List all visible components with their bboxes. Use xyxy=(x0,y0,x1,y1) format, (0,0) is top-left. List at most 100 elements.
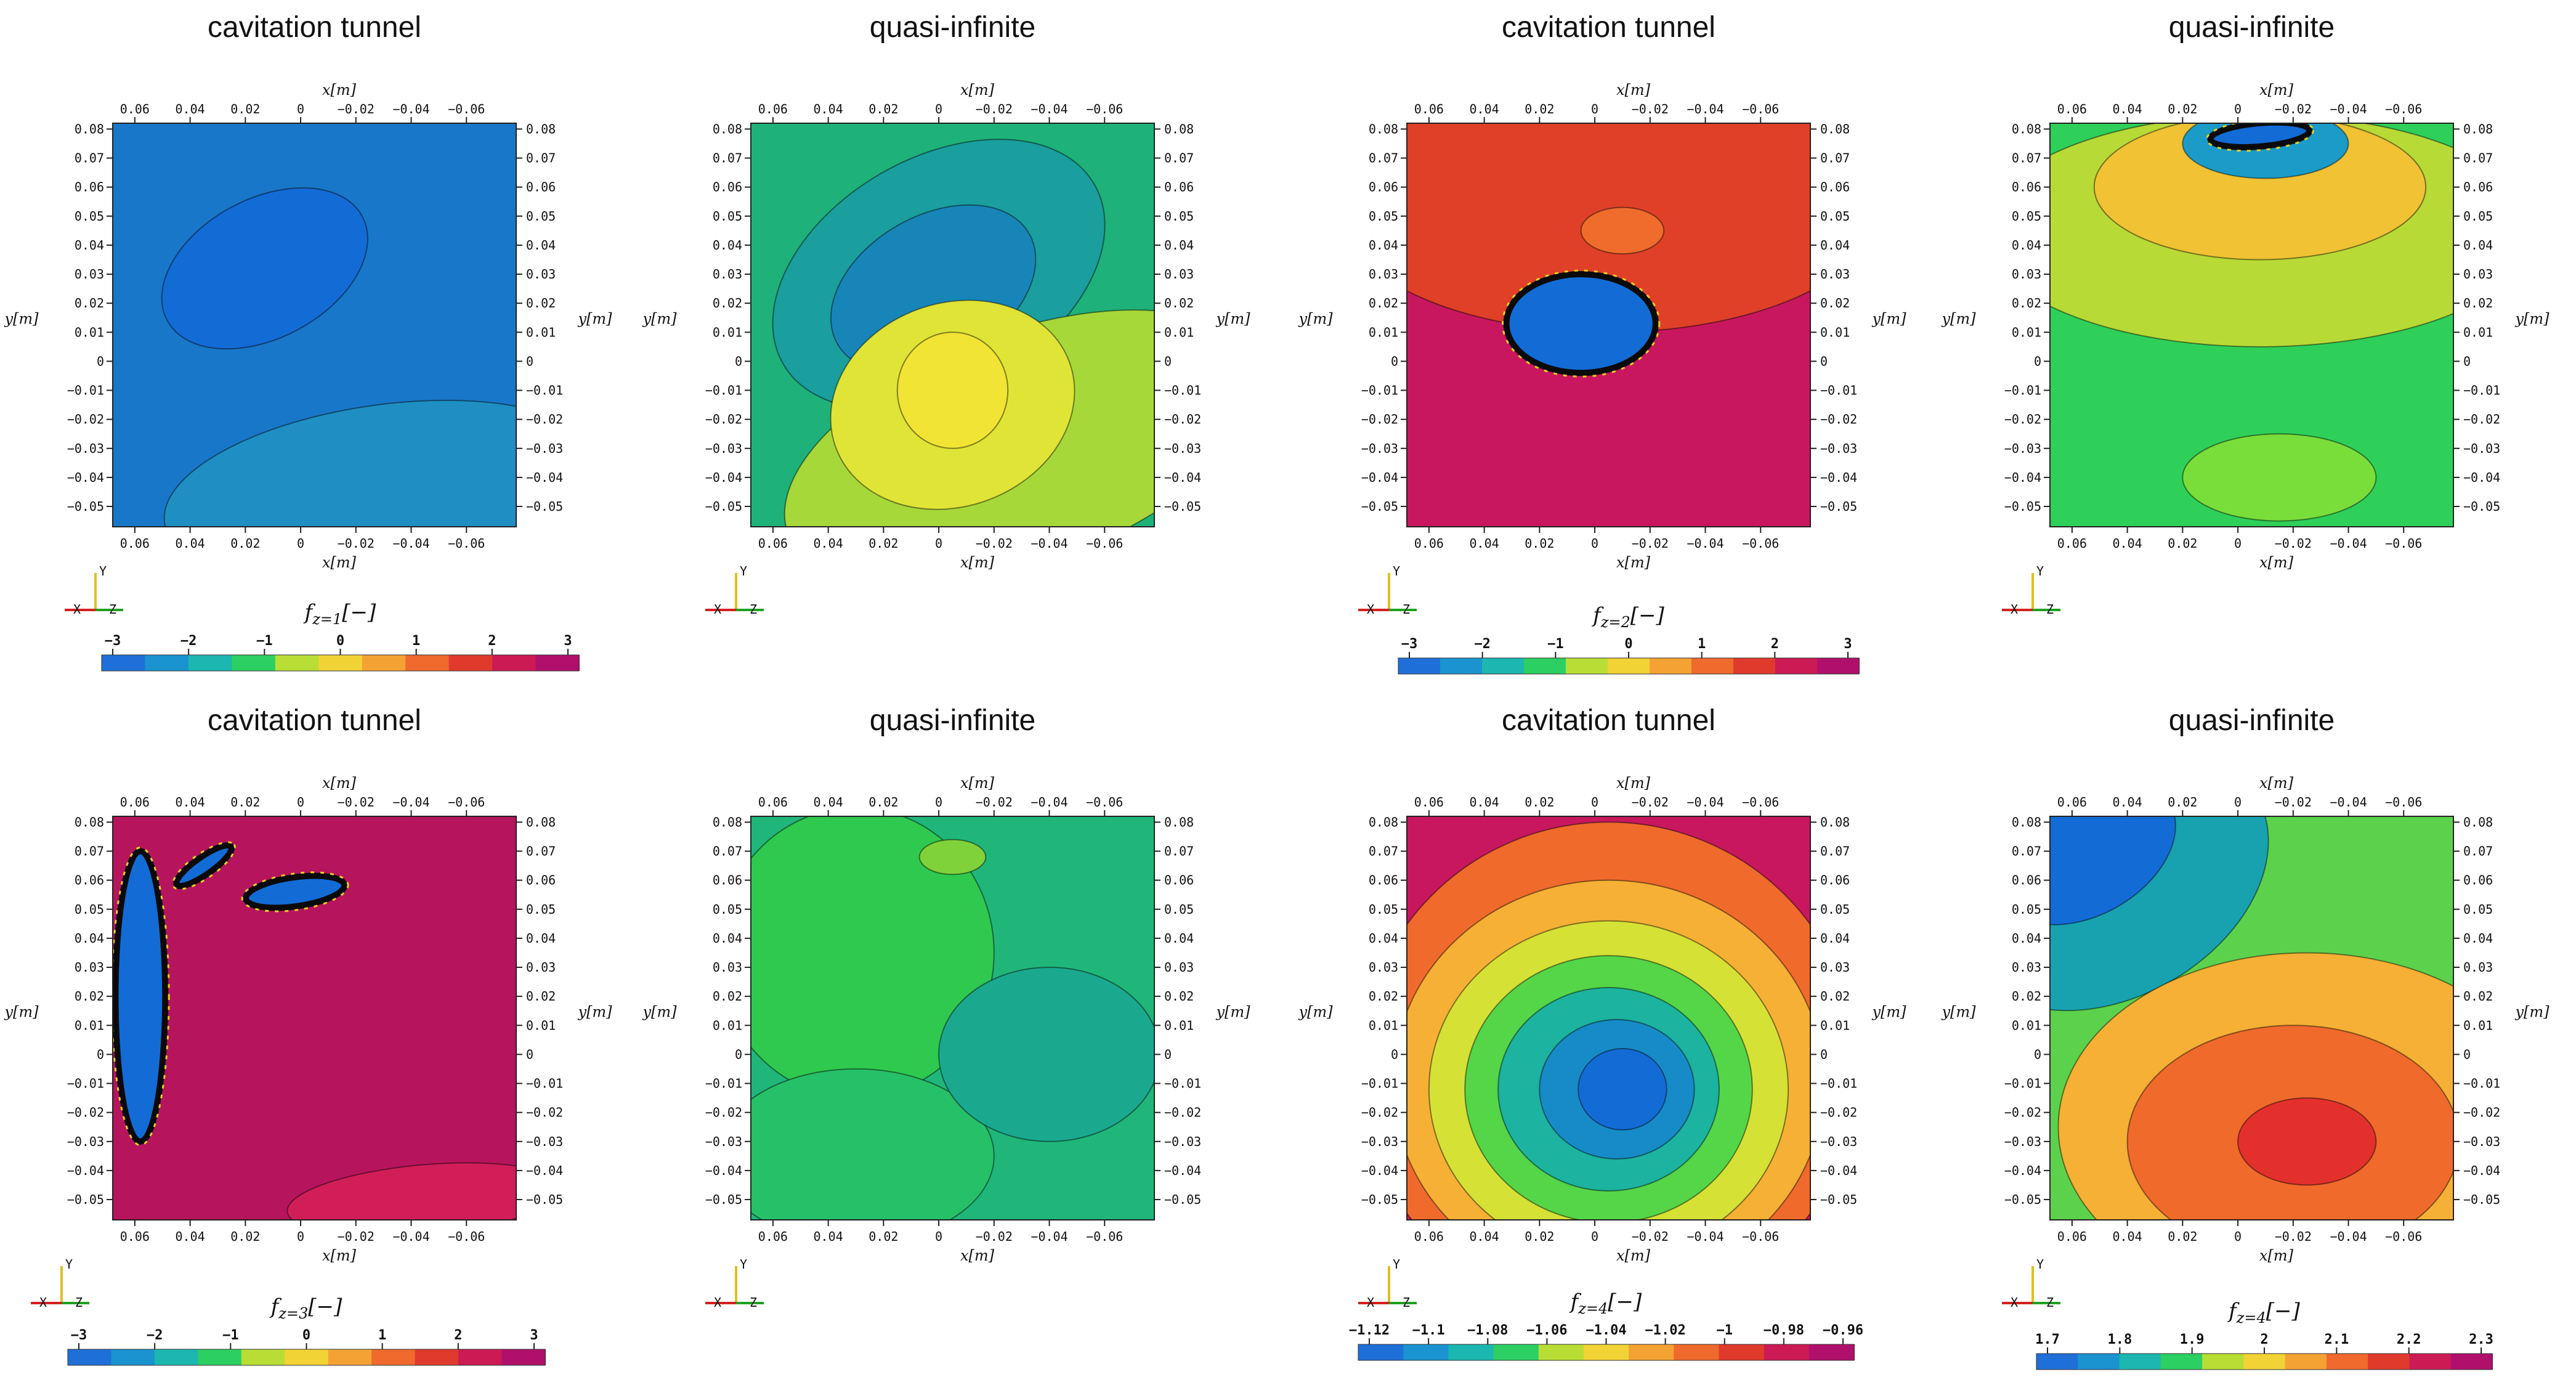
cavity-region xyxy=(1503,271,1659,376)
x-tick-label-top: −0.02 xyxy=(2275,795,2312,810)
plot-panel-8: quasi-infinite 0.06 0.06 0.04 0.04 0.02 0.02 0 0… xyxy=(1941,704,2550,1264)
colorbar-segment xyxy=(1608,658,1650,674)
x-tick-label-top: 0.02 xyxy=(2168,102,2197,116)
colorbar-segment xyxy=(102,655,146,671)
y-tick-label-left: 0.07 xyxy=(2012,151,2041,166)
x-tick-label-bottom: 0 xyxy=(1591,1229,1598,1244)
orientation-axes-7: Y X Z xyxy=(1358,1257,1417,1310)
colorbar-title: fz=3[−] xyxy=(269,1294,342,1322)
y-tick-label-right: −0.01 xyxy=(1164,1076,1201,1091)
y-tick-label-right: 0.06 xyxy=(1164,873,1194,888)
x-tick-label-bottom: 0.04 xyxy=(176,1229,205,1244)
colorbar-segment xyxy=(1817,658,1860,674)
x-tick-label-bottom: −0.04 xyxy=(2330,536,2367,551)
y-tick-label-right: 0.03 xyxy=(1164,267,1194,282)
y-tick-label-right: −0.02 xyxy=(526,1105,563,1120)
colorbar-tick-label: −1.04 xyxy=(1586,1323,1626,1338)
axis-z-label: Z xyxy=(1403,1295,1410,1310)
colorbar-tick-label: 3 xyxy=(1844,636,1852,652)
x-tick-label-top: 0.02 xyxy=(230,795,260,810)
x-tick-label-top: −0.04 xyxy=(392,102,429,116)
x-axis-label-bottom: x[m] xyxy=(2259,1247,2294,1264)
y-tick-label-left: 0.06 xyxy=(2012,180,2041,195)
y-tick-label-right: 0 xyxy=(1820,354,1828,368)
x-tick-label-bottom: −0.02 xyxy=(2275,536,2312,551)
y-tick-label-right: −0.03 xyxy=(526,441,563,456)
y-tick-label-left: −0.04 xyxy=(705,470,742,485)
y-tick-label-left: −0.02 xyxy=(1361,1105,1398,1120)
y-tick-label-left: 0.05 xyxy=(1369,902,1398,917)
field-contours xyxy=(772,139,1154,527)
x-tick-label-top: 0.02 xyxy=(230,102,260,116)
y-tick-label-left: 0.02 xyxy=(2012,296,2041,311)
colorbar-segment xyxy=(2450,1354,2493,1370)
plot-frame xyxy=(2049,123,2454,527)
cavity-outline xyxy=(2206,123,2314,152)
axis-z-label: Z xyxy=(2046,602,2054,617)
x-tick-label-top: 0.04 xyxy=(176,795,205,810)
y-tick-label-left: −0.04 xyxy=(1361,470,1398,485)
y-tick-label-left: 0.01 xyxy=(2012,1018,2041,1033)
y-tick-label-right: 0.05 xyxy=(2463,209,2493,224)
y-tick-label-left: −0.02 xyxy=(705,412,742,427)
contour-region xyxy=(2093,123,2427,261)
y-axis-label-right: y[m] xyxy=(2514,1003,2550,1020)
y-tick-label-left: 0.07 xyxy=(713,151,742,166)
x-tick-label-bottom: 0.06 xyxy=(758,536,788,551)
y-tick-label-right: −0.04 xyxy=(526,470,563,485)
x-tick-label-top: 0.06 xyxy=(120,795,150,810)
x-axis-label-top: x[m] xyxy=(2259,774,2294,792)
colorbar-segment xyxy=(1398,658,1441,674)
y-tick-label-left: 0.08 xyxy=(75,814,104,829)
y-tick-label-right: 0.08 xyxy=(2463,814,2493,829)
plot-panel-2: quasi-infinite 0.06 0.06 0.04 0.04 0.02 0.02 0 0… xyxy=(642,11,1250,571)
y-tick-label-right: 0.05 xyxy=(526,209,556,224)
y-tick-label-left: −0.05 xyxy=(1361,499,1398,514)
y-tick-label-left: −0.03 xyxy=(1361,441,1398,456)
axis-z-label: Z xyxy=(750,1295,757,1310)
x-tick-label-top: 0 xyxy=(2234,102,2242,116)
x-tick-label-bottom: 0.04 xyxy=(1470,536,1499,551)
x-tick-label-top: −0.02 xyxy=(976,102,1013,116)
x-tick-label-top: −0.04 xyxy=(1687,795,1723,810)
colorbar-segment xyxy=(241,1349,286,1365)
colorbar-tick-label: 1.8 xyxy=(2107,1332,2132,1347)
x-tick-label-top: 0.06 xyxy=(758,102,788,116)
y-tick-label-right: 0.04 xyxy=(526,238,556,253)
x-tick-label-bottom: 0.02 xyxy=(1525,1229,1554,1244)
x-tick-label-top: 0.06 xyxy=(758,795,788,810)
colorbar-segment xyxy=(458,1349,503,1365)
x-tick-label-bottom: −0.06 xyxy=(448,536,485,551)
y-tick-label-left: −0.03 xyxy=(705,1134,742,1149)
y-axis-label-right: y[m] xyxy=(577,1003,612,1020)
plot-panel-7: cavitation tunnel 0.06 0.06 0.04 0.04 0.02 0.0… xyxy=(1298,704,1906,1264)
contour-region xyxy=(1578,1047,1667,1131)
plot-panel-5: cavitation tunnel 0.06 0.06 0.04 0.04 0.02 0.0… xyxy=(4,704,612,1264)
colorbar-tick-label: 1.9 xyxy=(2180,1332,2205,1347)
plot-frame xyxy=(112,123,517,527)
axis-x-label: X xyxy=(39,1295,47,1310)
y-tick-label-left: −0.05 xyxy=(705,1192,742,1207)
x-tick-label-bottom: 0.02 xyxy=(230,536,260,551)
y-tick-label-left: −0.03 xyxy=(705,441,742,456)
y-tick-label-right: −0.01 xyxy=(2463,1076,2500,1091)
y-tick-label-right: −0.03 xyxy=(1164,1134,1201,1149)
plot-title: cavitation tunnel xyxy=(208,704,421,737)
y-tick-label-right: −0.03 xyxy=(1164,441,1201,456)
y-tick-label-left: 0 xyxy=(2034,354,2041,368)
y-axis-label-right: y[m] xyxy=(1215,1003,1250,1020)
axis-y-label: Y xyxy=(2036,564,2044,579)
y-tick-label-right: −0.02 xyxy=(1820,1105,1857,1120)
y-tick-label-left: 0 xyxy=(735,1047,742,1062)
plot-title: cavitation tunnel xyxy=(1502,11,1715,44)
colorbar-tick-label: 3 xyxy=(564,633,572,649)
colorbar-segment xyxy=(362,655,407,671)
colorbar-segment xyxy=(405,655,450,671)
x-tick-label-bottom: −0.02 xyxy=(338,536,375,551)
axis-z-label: Z xyxy=(109,602,116,617)
orientation-axes-6: Y X Z xyxy=(705,1257,764,1310)
x-axis-label-top: x[m] xyxy=(322,774,357,792)
x-tick-label-top: −0.02 xyxy=(1632,795,1669,810)
orientation-axes-1: Y X Z xyxy=(65,564,123,617)
y-tick-label-left: 0.02 xyxy=(1369,989,1398,1004)
